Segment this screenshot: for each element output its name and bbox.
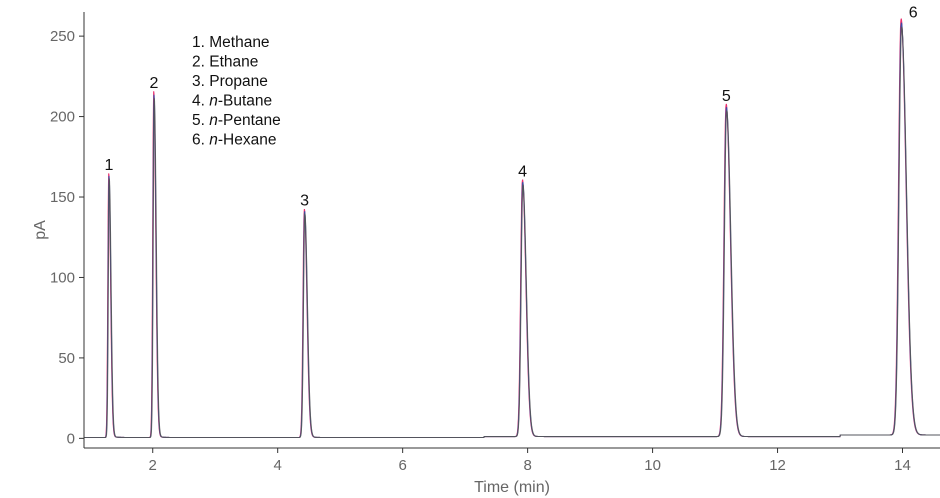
legend-item: 6. n-Hexane xyxy=(192,132,276,149)
x-tick-label: 12 xyxy=(769,457,786,474)
legend-item: 2. Ethane xyxy=(192,54,258,71)
x-axis-title: Time (min) xyxy=(474,479,550,496)
legend: 1. Methane 2. Ethane 3. Propane 4. n-Butane… xyxy=(192,34,281,149)
peak-label-1: 1 xyxy=(105,157,114,174)
y-tick-label: 200 xyxy=(50,109,75,126)
x-tick-label: 10 xyxy=(644,457,661,474)
peak-label-4: 4 xyxy=(518,164,527,181)
legend-item: 5. n-Pentane xyxy=(192,112,281,129)
legend-item: 3. Propane xyxy=(192,73,268,90)
x-tick-label: 8 xyxy=(523,457,531,474)
axes xyxy=(83,12,940,449)
peak-label-3: 3 xyxy=(300,192,309,209)
peak-labels: 1 2 3 4 5 6 xyxy=(105,4,918,209)
y-axis-ticks: 0 50 100 150 200 250 xyxy=(50,28,84,447)
chromatogram-trace-3 xyxy=(84,26,940,439)
x-tick-label: 2 xyxy=(149,457,157,474)
y-tick-label: 150 xyxy=(50,189,75,206)
y-axis-title: pA xyxy=(32,220,49,240)
x-tick-label: 6 xyxy=(398,457,406,474)
y-tick-label: 250 xyxy=(50,28,75,45)
x-tick-label: 14 xyxy=(894,457,911,474)
peak-label-2: 2 xyxy=(150,75,159,92)
peak-label-6: 6 xyxy=(909,4,918,21)
legend-item: 1. Methane xyxy=(192,34,270,51)
x-tick-label: 4 xyxy=(274,457,282,474)
x-axis-ticks: 2 4 6 8 10 12 14 xyxy=(149,448,911,474)
chromatogram-traces xyxy=(84,18,940,439)
y-tick-label: 0 xyxy=(67,430,75,447)
y-tick-label: 50 xyxy=(58,350,75,367)
peak-label-5: 5 xyxy=(722,88,731,105)
legend-item: 4. n-Butane xyxy=(192,93,272,110)
y-tick-label: 100 xyxy=(50,269,75,286)
